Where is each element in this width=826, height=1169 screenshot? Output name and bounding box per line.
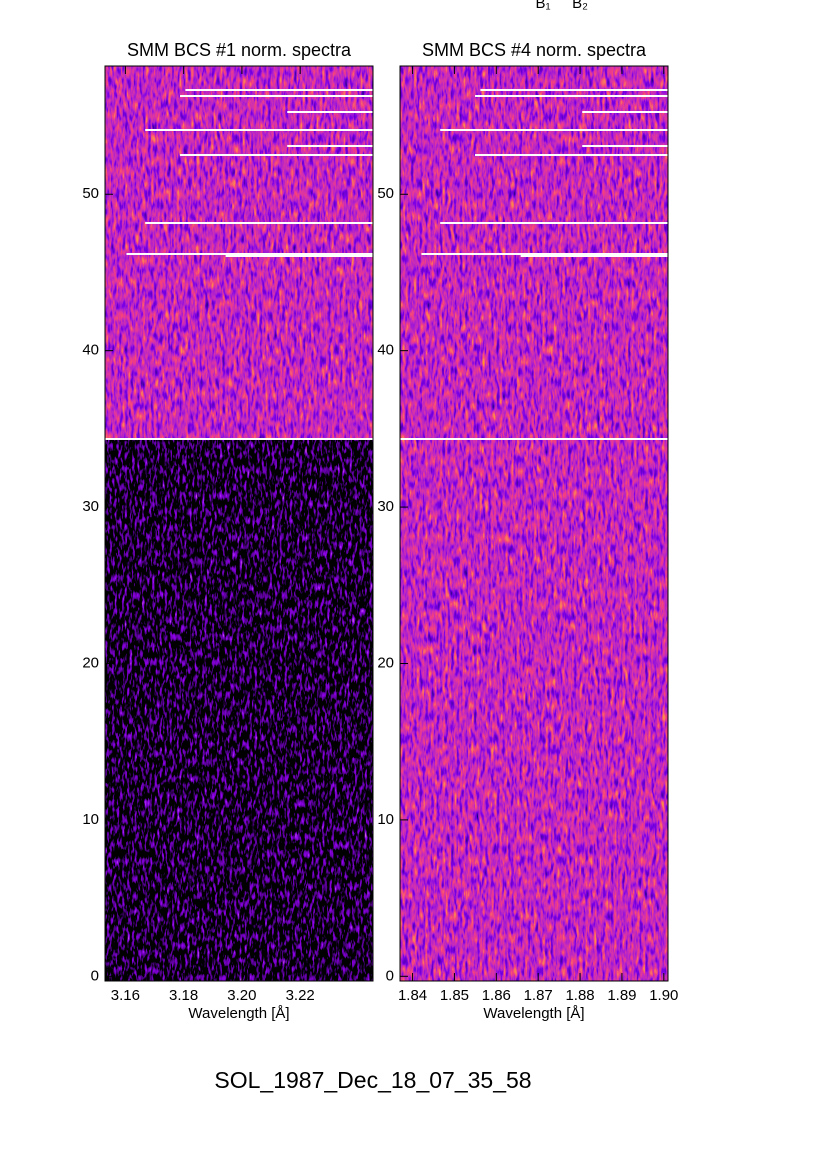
y-tick-label: 0	[386, 967, 394, 984]
x-axis-label: Wavelength [Å]	[188, 1005, 289, 1022]
heatmap-lower	[400, 439, 668, 981]
top-label: B₁	[535, 0, 550, 12]
x-tick-label: 1.88	[565, 987, 594, 1004]
x-tick-label: 3.22	[286, 987, 315, 1004]
heatmap-lower	[105, 439, 373, 981]
y-tick-label: 20	[377, 654, 394, 671]
x-tick-label: 1.87	[524, 987, 553, 1004]
plot-frame	[104, 65, 374, 982]
y-tick-label: 40	[82, 342, 99, 359]
plot-frame	[399, 65, 669, 982]
x-tick-label: 1.90	[649, 987, 678, 1004]
x-tick-label: 3.18	[169, 987, 198, 1004]
x-tick-label: 1.84	[398, 987, 427, 1004]
y-tick-label: 20	[82, 654, 99, 671]
heatmap-upper	[400, 66, 668, 439]
x-tick-label: 3.20	[227, 987, 256, 1004]
y-tick-label: 0	[91, 967, 99, 984]
x-tick-label: 1.89	[607, 987, 636, 1004]
y-tick-label: 30	[82, 498, 99, 515]
y-tick-label: 50	[82, 185, 99, 202]
y-tick-label: 30	[377, 498, 394, 515]
panel-title: SMM BCS #4 norm. spectra	[422, 40, 647, 60]
y-tick-label: 40	[377, 342, 394, 359]
panel-title: SMM BCS #1 norm. spectra	[127, 40, 352, 60]
x-tick-label: 3.16	[111, 987, 140, 1004]
figure-title: SOL_1987_Dec_18_07_35_58	[214, 1067, 531, 1093]
top-label: B₂	[572, 0, 588, 12]
x-axis-label: Wavelength [Å]	[483, 1005, 584, 1022]
y-tick-label: 10	[82, 811, 99, 828]
y-tick-label: 10	[377, 811, 394, 828]
x-tick-label: 1.85	[440, 987, 469, 1004]
x-tick-label: 1.86	[482, 987, 511, 1004]
heatmap-upper	[105, 66, 373, 439]
y-tick-label: 50	[377, 185, 394, 202]
